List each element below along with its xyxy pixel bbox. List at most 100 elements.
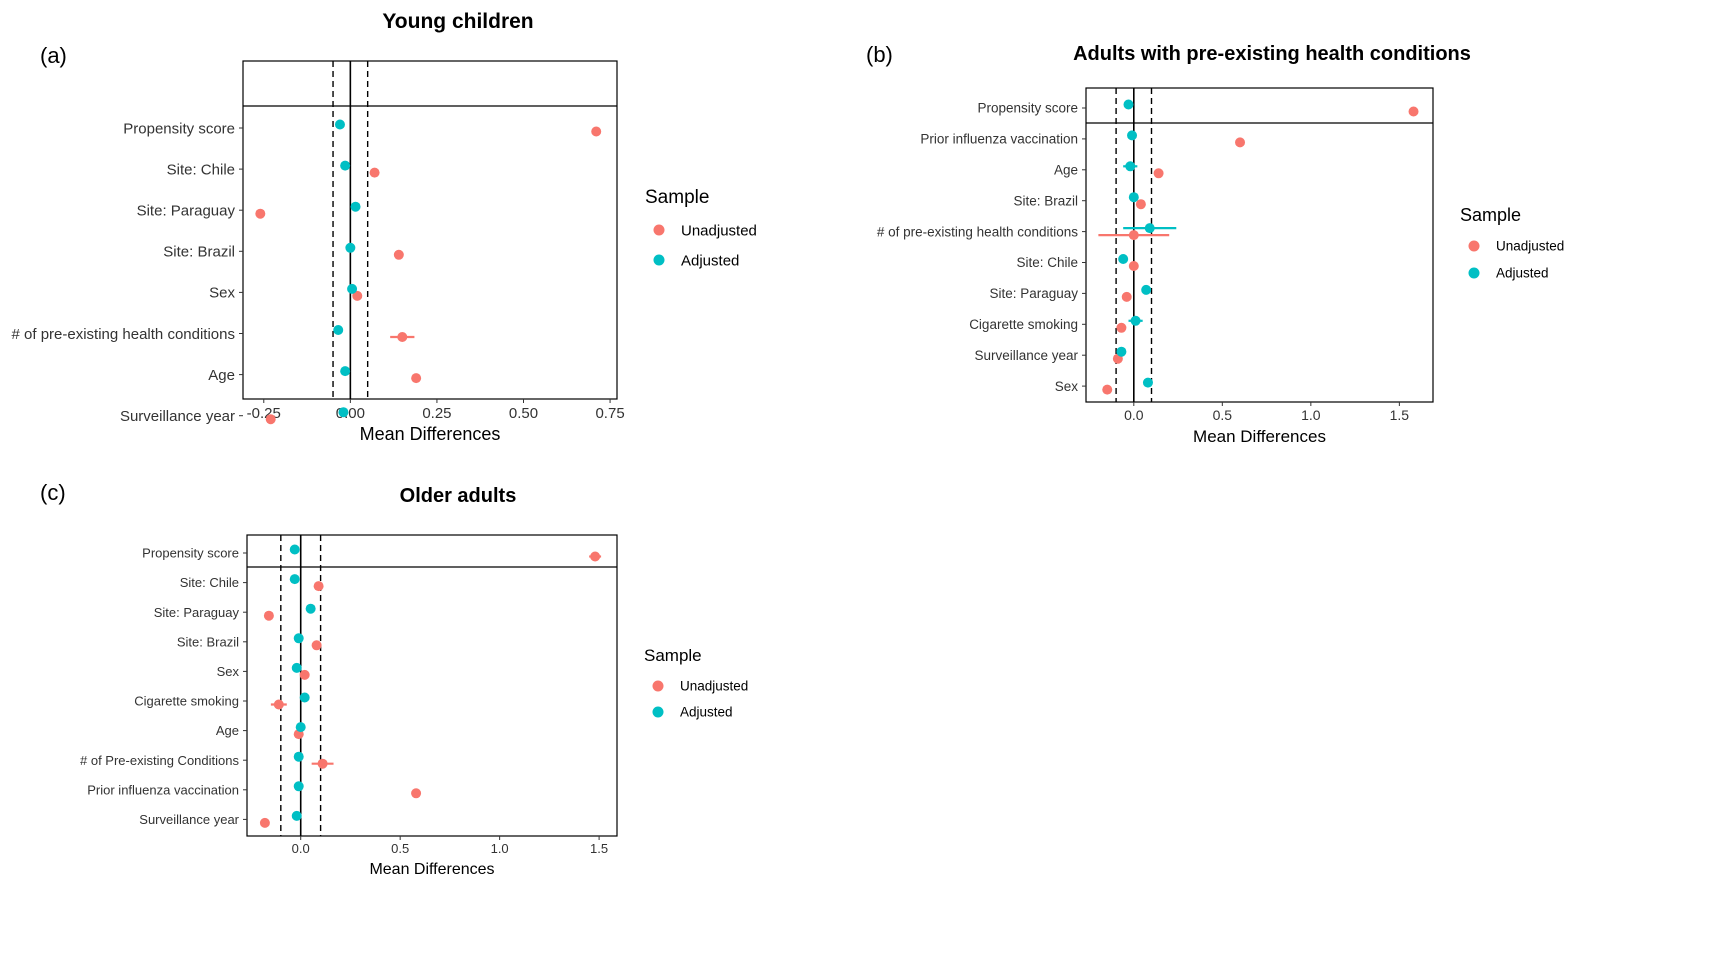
plot-border (242, 60, 618, 400)
plot-border (246, 534, 618, 837)
panel-label: (a) (40, 43, 67, 68)
y-tick-label: Propensity score (977, 101, 1078, 116)
point-adjusted (1125, 161, 1136, 172)
point-unadjusted (299, 669, 310, 680)
point-unadjusted (255, 208, 266, 219)
point-adjusted (347, 283, 358, 294)
point-unadjusted (1153, 168, 1164, 179)
y-tick-label: Site: Paraguay (154, 605, 240, 620)
y-tick-label: Cigarette smoking (969, 317, 1078, 332)
x-tick-label: -0.25 (247, 405, 281, 422)
point-unadjusted (1408, 106, 1419, 117)
point-adjusted (1141, 284, 1152, 295)
y-tick-label: Sex (217, 664, 240, 679)
panel-label: (c) (40, 480, 66, 505)
x-axis-label: Mean Differences (369, 861, 494, 878)
panel-label: (b) (866, 42, 893, 67)
point-adjusted (1127, 130, 1138, 141)
legend-swatch-adjusted (652, 706, 664, 718)
point-unadjusted (1235, 137, 1246, 148)
point-unadjusted (1128, 230, 1139, 241)
point-adjusted (289, 544, 300, 555)
point-adjusted (350, 201, 361, 212)
point-unadjusted (411, 373, 422, 384)
point-unadjusted (1121, 291, 1132, 302)
y-tick-label: Sex (209, 285, 235, 302)
legend-label-unadjusted: Unadjusted (1496, 239, 1564, 254)
y-tick-label: Site: Chile (180, 575, 239, 590)
x-tick-label: 0.5 (1213, 407, 1233, 423)
legend-swatch-adjusted (653, 254, 665, 266)
point-adjusted (295, 722, 306, 733)
y-tick-label: Propensity score (123, 120, 235, 137)
point-adjusted (333, 325, 344, 335)
point-adjusted (299, 692, 310, 703)
x-tick-label: 0.0 (292, 841, 310, 856)
legend-swatch-unadjusted (652, 680, 664, 692)
point-unadjusted (369, 167, 380, 178)
y-tick-label: Prior influenza vaccination (87, 782, 239, 797)
point-adjusted (345, 242, 356, 253)
point-adjusted (1116, 346, 1127, 357)
point-adjusted (291, 662, 302, 673)
point-unadjusted (590, 551, 601, 562)
y-tick-label: Site: Paraguay (137, 202, 236, 219)
y-tick-label: Surveillance year (139, 812, 239, 827)
x-axis-label: Mean Differences (1193, 427, 1326, 446)
point-unadjusted (259, 817, 270, 828)
point-adjusted (340, 366, 351, 377)
point-unadjusted (1116, 322, 1127, 333)
y-tick-label: # of pre-existing health conditions (877, 224, 1078, 239)
point-unadjusted (263, 610, 274, 621)
x-tick-label: 1.5 (590, 841, 608, 856)
y-tick-label: Site: Brazil (1013, 193, 1078, 208)
x-tick-label: 1.5 (1390, 407, 1410, 423)
y-tick-label: Cigarette smoking (134, 694, 239, 709)
y-tick-label: Site: Chile (1016, 255, 1078, 270)
point-adjusted (340, 160, 351, 171)
point-unadjusted (591, 126, 602, 137)
legend-label-unadjusted: Unadjusted (680, 679, 748, 694)
point-adjusted (1142, 377, 1153, 388)
point-unadjusted (265, 414, 276, 425)
y-tick-label: Prior influenza vaccination (920, 132, 1078, 147)
y-tick-label: Site: Paraguay (989, 286, 1078, 301)
point-adjusted (293, 781, 304, 792)
point-adjusted (291, 810, 302, 821)
y-tick-label: Surveillance year (120, 408, 235, 425)
point-unadjusted (273, 699, 284, 710)
x-tick-label: 1.0 (1301, 407, 1321, 423)
chart-panel-2: (b) Adults with pre-existing health condi… (866, 42, 1564, 446)
x-tick-label: 0.75 (595, 405, 624, 422)
y-tick-label: Age (216, 723, 239, 738)
y-tick-label: Site: Brazil (177, 634, 239, 649)
legend-label-adjusted: Adjusted (1496, 266, 1549, 281)
legend-label-adjusted: Adjusted (681, 252, 739, 269)
chart-panel-1: (a) Young children Propensity score Site: C… (12, 10, 757, 444)
point-unadjusted (352, 290, 363, 301)
y-tick-label: Propensity score (142, 546, 239, 561)
y-tick-label: Site: Chile (167, 161, 235, 178)
point-adjusted (293, 751, 304, 762)
y-tick-label: Site: Brazil (163, 244, 235, 261)
x-tick-label: 0.0 (1124, 407, 1144, 423)
y-tick-label: # of pre-existing health conditions (12, 326, 235, 343)
chart-title: Adults with pre-existing health conditio… (1073, 43, 1471, 65)
legend-title: Sample (645, 187, 709, 208)
x-tick-label: 0.50 (509, 405, 538, 422)
y-tick-label: Surveillance year (974, 348, 1078, 363)
point-unadjusted (393, 249, 404, 260)
y-tick-label: Sex (1055, 379, 1079, 394)
chart-title: Young children (382, 10, 533, 33)
legend-swatch-unadjusted (653, 224, 665, 236)
chart-title: Older adults (400, 485, 517, 507)
y-tick-label: # of Pre-existing Conditions (80, 753, 239, 768)
point-unadjusted (411, 788, 422, 799)
plot-border (1085, 87, 1434, 403)
legend-title: Sample (644, 646, 702, 665)
x-tick-label: 0.25 (422, 405, 451, 422)
point-adjusted (1144, 223, 1155, 234)
point-unadjusted (311, 640, 322, 651)
x-tick-label: 1.0 (491, 841, 509, 856)
